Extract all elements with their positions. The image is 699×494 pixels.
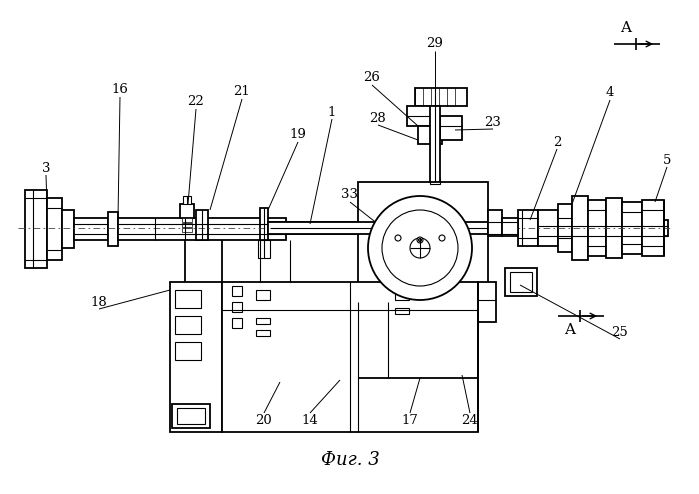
Bar xyxy=(175,316,201,334)
Bar xyxy=(222,282,478,432)
Bar xyxy=(358,182,488,300)
Text: 19: 19 xyxy=(289,128,306,141)
Bar xyxy=(415,88,467,106)
Text: 14: 14 xyxy=(302,413,318,426)
Bar xyxy=(260,208,268,240)
Circle shape xyxy=(382,210,458,286)
Circle shape xyxy=(419,239,421,242)
Bar xyxy=(256,318,270,324)
Text: 25: 25 xyxy=(612,326,628,338)
Text: 23: 23 xyxy=(484,116,501,128)
Text: 2: 2 xyxy=(553,135,561,149)
Bar xyxy=(430,262,444,274)
Bar xyxy=(256,330,270,336)
Text: A: A xyxy=(621,21,631,35)
Bar xyxy=(418,126,442,144)
Bar xyxy=(258,240,270,258)
Text: 17: 17 xyxy=(401,413,419,426)
Bar xyxy=(182,218,192,222)
Bar xyxy=(488,210,502,236)
Bar xyxy=(606,198,622,258)
Text: 26: 26 xyxy=(363,72,380,84)
Bar xyxy=(558,204,572,252)
Circle shape xyxy=(417,237,423,243)
Text: 3: 3 xyxy=(42,162,50,174)
Bar xyxy=(196,210,208,240)
Bar xyxy=(445,266,453,274)
Bar xyxy=(538,210,558,246)
Circle shape xyxy=(368,196,472,300)
Bar xyxy=(177,408,205,424)
Text: 28: 28 xyxy=(370,112,387,124)
Bar xyxy=(232,318,242,328)
Bar xyxy=(232,286,242,296)
Bar xyxy=(232,302,242,312)
Bar xyxy=(395,290,409,300)
Bar xyxy=(47,198,62,260)
Bar xyxy=(642,200,664,256)
Bar xyxy=(268,222,358,234)
Bar xyxy=(407,106,435,126)
Text: 18: 18 xyxy=(91,295,108,308)
Bar xyxy=(505,268,537,296)
Text: 33: 33 xyxy=(342,189,359,202)
Text: 21: 21 xyxy=(233,85,250,98)
Text: A: A xyxy=(565,323,575,337)
Bar xyxy=(172,404,210,428)
Bar xyxy=(175,342,201,360)
Bar xyxy=(180,204,194,218)
Bar xyxy=(430,178,440,184)
Text: 24: 24 xyxy=(461,413,478,426)
Bar xyxy=(182,228,192,232)
Text: 1: 1 xyxy=(328,106,336,119)
Circle shape xyxy=(395,235,401,241)
Bar xyxy=(175,290,201,308)
Text: 22: 22 xyxy=(187,95,204,109)
Bar xyxy=(183,196,191,204)
Bar xyxy=(118,218,286,240)
Bar xyxy=(256,290,270,300)
Text: 20: 20 xyxy=(256,413,273,426)
Bar xyxy=(62,210,74,248)
Bar xyxy=(268,222,488,234)
Bar xyxy=(440,116,462,140)
Text: 4: 4 xyxy=(606,86,614,99)
Bar xyxy=(538,220,668,236)
Bar xyxy=(510,272,532,292)
Text: Фиг. 3: Фиг. 3 xyxy=(321,451,380,469)
Bar xyxy=(502,218,518,236)
Text: 5: 5 xyxy=(663,154,671,166)
Bar xyxy=(572,196,588,260)
Bar xyxy=(170,282,222,432)
Bar xyxy=(108,212,118,246)
Bar xyxy=(622,202,642,254)
Bar xyxy=(478,282,496,322)
Bar xyxy=(182,223,192,227)
Bar xyxy=(518,210,538,246)
Circle shape xyxy=(410,238,430,258)
Text: 16: 16 xyxy=(112,83,129,96)
Bar xyxy=(25,190,47,268)
Bar xyxy=(74,218,108,240)
Bar xyxy=(430,106,440,182)
Bar xyxy=(395,308,409,314)
Text: 29: 29 xyxy=(426,38,443,50)
Circle shape xyxy=(439,235,445,241)
Bar xyxy=(588,200,606,256)
